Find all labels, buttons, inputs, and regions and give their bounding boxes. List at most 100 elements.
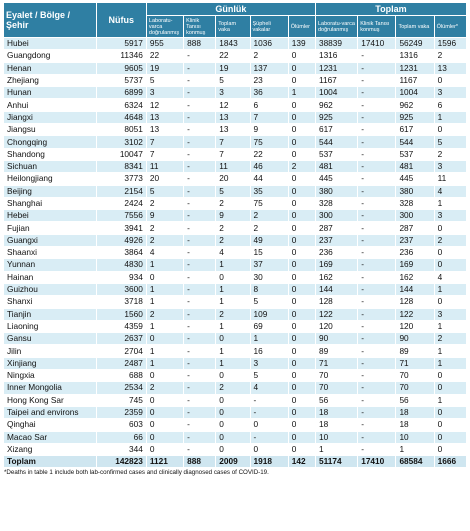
value-cell: 5 (145, 184, 185, 198)
table-row: Shanxi 3718 1-1 5 0 128-128 0 (3, 295, 468, 309)
table-row: Heilongjiang 3773 20-20 44 0 445-445 11 (3, 172, 468, 186)
total-cell: 142 (287, 455, 316, 469)
table-row: Chongqing 3102 7-7 75 0 544-544 5 (3, 135, 468, 149)
value-cell: 7 (215, 147, 251, 161)
value-cell: 1 (395, 442, 435, 457)
value-cell: 1 (145, 295, 185, 309)
table-row: Tianjin 1560 2-2 109 0 122-122 3 (3, 307, 468, 321)
value-cell: 70 (314, 369, 359, 383)
region-header: Eyalet / Bölge / Şehir (3, 2, 97, 38)
value-cell: - (183, 209, 217, 223)
total-cell: 1666 (433, 455, 468, 469)
value-cell: - (249, 393, 289, 407)
value-cell: 0 (433, 258, 468, 272)
value-cell: 1 (433, 196, 468, 211)
value-cell: - (183, 344, 217, 358)
value-cell: 2487 (95, 356, 147, 371)
region-cell: Sichuan (3, 159, 97, 174)
table-row: Xizang 344 0-0 0 0 1-1 0 (3, 442, 468, 457)
value-cell: 128 (395, 295, 435, 309)
region-cell: Jilin (3, 344, 97, 358)
value-cell: 6324 (95, 98, 147, 112)
value-cell: 0 (287, 246, 316, 260)
value-cell: 2 (433, 332, 468, 346)
value-cell: 617 (314, 123, 359, 137)
value-cell: 0 (433, 369, 468, 383)
value-cell: 9605 (95, 61, 147, 75)
region-cell: Anhui (3, 98, 97, 112)
value-cell: 0 (215, 442, 251, 457)
value-cell: 120 (314, 319, 359, 334)
total-cell: 1121 (145, 455, 185, 469)
value-cell: 0 (145, 430, 185, 444)
value-cell: 20 (145, 172, 185, 186)
region-cell: Hebei (3, 209, 97, 223)
value-cell: 0 (433, 381, 468, 395)
value-cell: 3718 (95, 295, 147, 309)
value-cell: - (183, 307, 217, 321)
value-cell: 328 (314, 196, 359, 211)
value-cell: 0 (145, 442, 185, 457)
value-cell: - (183, 135, 217, 149)
value-cell: 0 (249, 418, 289, 432)
value-cell: 0 (145, 369, 185, 383)
value-cell: 3102 (95, 135, 147, 149)
value-cell: 10 (314, 430, 359, 444)
value-cell: 1 (433, 282, 468, 297)
region-cell: Jiangsu (3, 123, 97, 137)
value-cell: 162 (395, 270, 435, 284)
value-cell: 2 (249, 209, 289, 223)
value-cell: - (183, 86, 217, 100)
value-cell: 0 (433, 418, 468, 432)
value-cell: 0 (287, 405, 316, 420)
value-cell: 888 (183, 36, 217, 51)
value-cell: 236 (395, 246, 435, 260)
value-cell: 5 (249, 295, 289, 309)
value-cell: - (183, 332, 217, 346)
value-cell: 12 (145, 98, 185, 112)
value-cell: 8341 (95, 159, 147, 174)
value-cell: - (183, 246, 217, 260)
value-cell: 46 (249, 159, 289, 174)
value-cell: - (357, 172, 397, 186)
footnote: *Deaths in table 1 include both lab-conf… (4, 469, 269, 477)
value-cell: 603 (95, 418, 147, 432)
region-cell: Hainan (3, 270, 97, 284)
value-cell: 3 (215, 86, 251, 100)
group-header: Toplam (314, 2, 468, 16)
value-cell: - (183, 356, 217, 371)
table-row: Jiangxi 4648 13-13 7 0 925-925 1 (3, 110, 468, 125)
value-cell: 1560 (95, 307, 147, 321)
table-row: Taipei and environs 2359 0-0-0 18-18 0 (3, 405, 468, 420)
region-cell: Zhejiang (3, 73, 97, 88)
value-cell: 137 (249, 61, 289, 75)
value-cell: 89 (314, 344, 359, 358)
value-cell: 2424 (95, 196, 147, 211)
value-cell: - (183, 405, 217, 420)
value-cell: 9 (215, 209, 251, 223)
value-cell: 20 (215, 172, 251, 186)
value-cell: 5737 (95, 73, 147, 88)
value-cell: 10 (395, 430, 435, 444)
value-cell: 2 (249, 221, 289, 235)
subheader-row: Laboratu-varca doğrulanmış Klinik Tanısı … (4, 15, 468, 38)
value-cell: 22 (249, 147, 289, 161)
value-cell: 0 (287, 295, 316, 309)
value-cell: 3773 (95, 172, 147, 186)
value-cell: 328 (395, 196, 435, 211)
value-cell: - (357, 332, 397, 346)
value-cell: 0 (287, 270, 316, 284)
value-cell: - (183, 123, 217, 137)
value-cell: 0 (287, 381, 316, 395)
value-cell: 2 (145, 221, 185, 235)
region-cell: Tianjin (3, 307, 97, 321)
value-cell: 0 (215, 369, 251, 383)
value-cell: 1 (433, 319, 468, 334)
value-cell: - (357, 258, 397, 272)
value-cell: 18 (314, 405, 359, 420)
region-cell: Liaoning (3, 319, 97, 334)
value-cell: 962 (395, 98, 435, 112)
value-cell: 1 (215, 295, 251, 309)
table-row: Jiangsu 8051 13-13 9 0 617-617 0 (3, 123, 468, 137)
value-cell: 70 (314, 381, 359, 395)
